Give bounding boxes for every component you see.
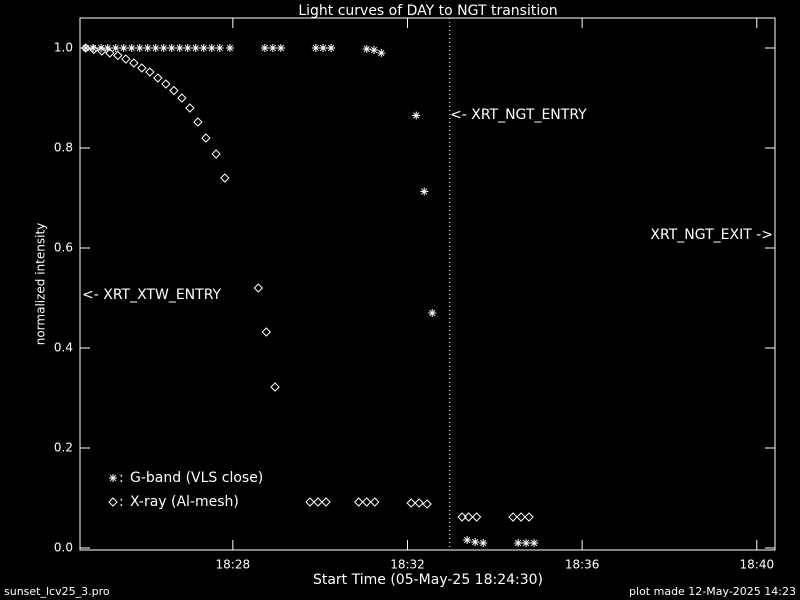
- asterisk-point: [377, 49, 386, 57]
- asterisk-point: [183, 44, 192, 52]
- diamond-point: [321, 497, 331, 507]
- legend-symbol: [109, 474, 117, 482]
- diamond-point: [508, 512, 518, 522]
- asterisk-point: [89, 44, 98, 52]
- legend-label: G-band (VLS close): [130, 470, 263, 486]
- asterisk-point: [151, 44, 160, 52]
- annotation: <- XRT_XTW_ENTRY: [82, 287, 222, 303]
- asterisk-point: [207, 44, 216, 52]
- diamond-point: [211, 149, 221, 159]
- diamond-point: [362, 497, 372, 507]
- asterisk-point: [530, 539, 539, 547]
- asterisk-point: [199, 44, 208, 52]
- diamond-point: [129, 58, 139, 68]
- diamond-point: [193, 117, 203, 127]
- diamond-point: [270, 382, 280, 392]
- asterisk-point: [514, 539, 523, 547]
- asterisk-point: [276, 44, 285, 52]
- diamond-point: [89, 44, 99, 55]
- asterisk-point: [463, 536, 472, 544]
- x-tick-label: 18:36: [565, 558, 600, 572]
- diamond-point: [220, 173, 230, 183]
- diamond-point: [305, 497, 315, 507]
- asterisk-point: [159, 44, 168, 52]
- diamond-point: [97, 46, 107, 56]
- diamond-point: [201, 133, 211, 143]
- footer-right: plot made 12-May-2025 14:23: [629, 585, 796, 598]
- annotation: XRT_NGT_EXIT ->: [650, 227, 773, 243]
- y-tick-label: 1.0: [54, 41, 73, 55]
- footer-left: sunset_lcv25_3.pro: [4, 585, 110, 598]
- diamond-point: [406, 498, 416, 508]
- y-tick-label: 0.2: [54, 441, 73, 455]
- asterisk-point: [412, 111, 421, 120]
- legend-separator: :: [119, 494, 124, 510]
- asterisk-point: [175, 44, 184, 52]
- asterisk-point: [127, 44, 136, 52]
- diamond-point: [422, 499, 432, 509]
- y-axis-label: normalized intensity: [34, 223, 48, 346]
- diamond-point: [121, 54, 131, 64]
- x-tick-label: 18:32: [390, 558, 425, 572]
- asterisk-point: [319, 44, 328, 52]
- asterisk-point: [135, 44, 144, 52]
- diamond-point: [161, 79, 171, 89]
- asterisk-point: [522, 539, 531, 547]
- chart-title: Light curves of DAY to NGT transition: [298, 3, 557, 19]
- legend-label: X-ray (Al-mesh): [130, 494, 239, 510]
- diamond-point: [354, 497, 364, 507]
- diamond-point: [261, 327, 272, 337]
- asterisk-point: [479, 539, 488, 547]
- y-tick-label: 0.8: [54, 141, 73, 155]
- diamond-point: [471, 512, 482, 522]
- x-tick-label: 18:28: [216, 558, 251, 572]
- diamond-point: [313, 497, 323, 507]
- y-tick-label: 0.6: [54, 241, 73, 255]
- asterisk-point: [370, 46, 379, 54]
- diamond-point: [169, 85, 179, 96]
- y-tick-label: 0.0: [54, 541, 73, 555]
- diamond-point: [414, 498, 424, 508]
- asterisk-point: [471, 538, 480, 546]
- diamond-point: [153, 73, 163, 83]
- x-axis-label: Start Time (05-May-25 18:24:30): [313, 572, 543, 588]
- legend-separator: :: [119, 470, 124, 486]
- diamond-point: [370, 497, 380, 507]
- y-tick-label: 0.4: [54, 341, 73, 355]
- diamond-point: [177, 93, 187, 103]
- diamond-point: [516, 512, 526, 522]
- asterisk-point: [191, 44, 200, 52]
- asterisk-point: [311, 44, 320, 52]
- asterisk-point: [215, 44, 224, 52]
- diamond-point: [524, 512, 534, 522]
- asterisk-point: [260, 44, 269, 52]
- diamond-point: [463, 512, 474, 522]
- asterisk-point: [143, 44, 152, 52]
- asterisk-point: [225, 44, 234, 52]
- asterisk-point: [268, 44, 277, 52]
- legend-symbol: [108, 497, 118, 507]
- asterisk-point: [327, 44, 336, 52]
- x-tick-label: 18:40: [740, 558, 775, 572]
- asterisk-point: [420, 187, 429, 196]
- asterisk-point: [103, 44, 112, 52]
- asterisk-point: [167, 44, 176, 52]
- asterisk-point: [119, 44, 128, 52]
- asterisk-point: [81, 44, 90, 52]
- diamond-point: [81, 43, 91, 53]
- diamond-point: [253, 283, 264, 293]
- diamond-point: [113, 50, 123, 61]
- diamond-point: [457, 512, 467, 522]
- annotation: <- XRT_NGT_ENTRY: [450, 107, 587, 123]
- diamond-point: [185, 103, 195, 113]
- asterisk-point: [362, 45, 371, 53]
- asterisk-point: [428, 309, 437, 317]
- plot-frame: [79, 17, 776, 551]
- diamond-point: [105, 48, 115, 58]
- asterisk-point: [111, 44, 120, 52]
- diamond-point: [145, 67, 155, 77]
- diamond-point: [137, 63, 147, 73]
